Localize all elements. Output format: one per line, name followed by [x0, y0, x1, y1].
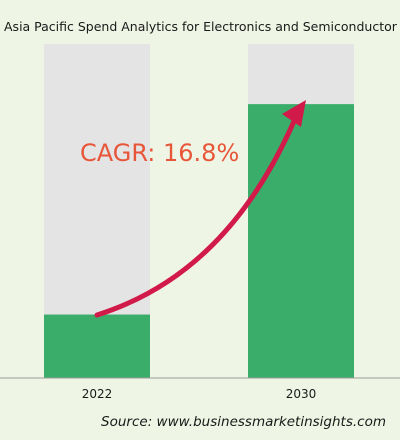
growth-arrow-head	[282, 100, 306, 127]
chart-title: Asia Pacific Spend Analytics for Electro…	[4, 19, 400, 34]
cagr-annotation: CAGR: 16.8%	[80, 139, 239, 167]
x-axis-ticks: 2022 2030	[82, 387, 317, 401]
bar-2022	[44, 314, 150, 378]
bar-2030	[248, 104, 354, 379]
source-credit: Source: www.businessmarketinsights.com	[101, 414, 386, 430]
x-tick-label-2022: 2022	[82, 387, 113, 401]
x-tick-label-2030: 2030	[286, 387, 317, 401]
growth-arrow	[94, 109, 301, 318]
bars-layer	[44, 44, 354, 379]
